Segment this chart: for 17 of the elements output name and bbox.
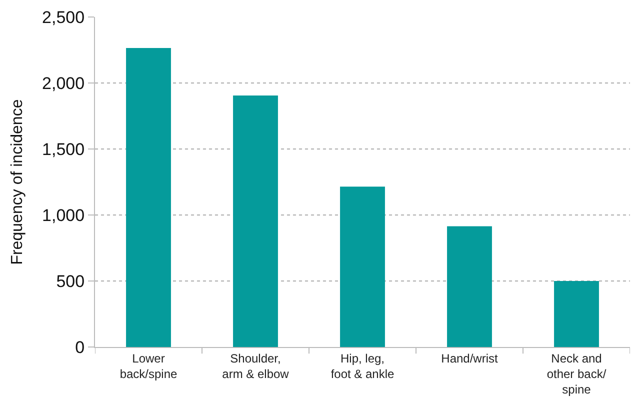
y-tick-label: 2,500 [42, 8, 85, 27]
y-tick-label: 1,500 [42, 140, 85, 159]
y-tick-label: 500 [56, 272, 85, 291]
bar [447, 226, 492, 347]
y-tick-label: 1,000 [42, 206, 85, 225]
bar [340, 186, 385, 347]
bar [233, 96, 278, 347]
x-tick-label: Lower back/spine [120, 351, 178, 381]
x-tick-label: Shoulder, arm & elbow [222, 351, 290, 381]
x-tick-label: Neck and other back/ spine [546, 351, 607, 397]
bar [126, 48, 171, 347]
y-tick-label: 2,000 [42, 74, 85, 93]
bar [554, 281, 599, 347]
y-tick-label: 0 [75, 338, 85, 357]
y-axis-title: Frequency of incidence [8, 99, 26, 265]
x-tick-label: Hip, leg, foot & ankle [330, 351, 395, 381]
x-tick-label: Hand/wrist [441, 351, 499, 366]
